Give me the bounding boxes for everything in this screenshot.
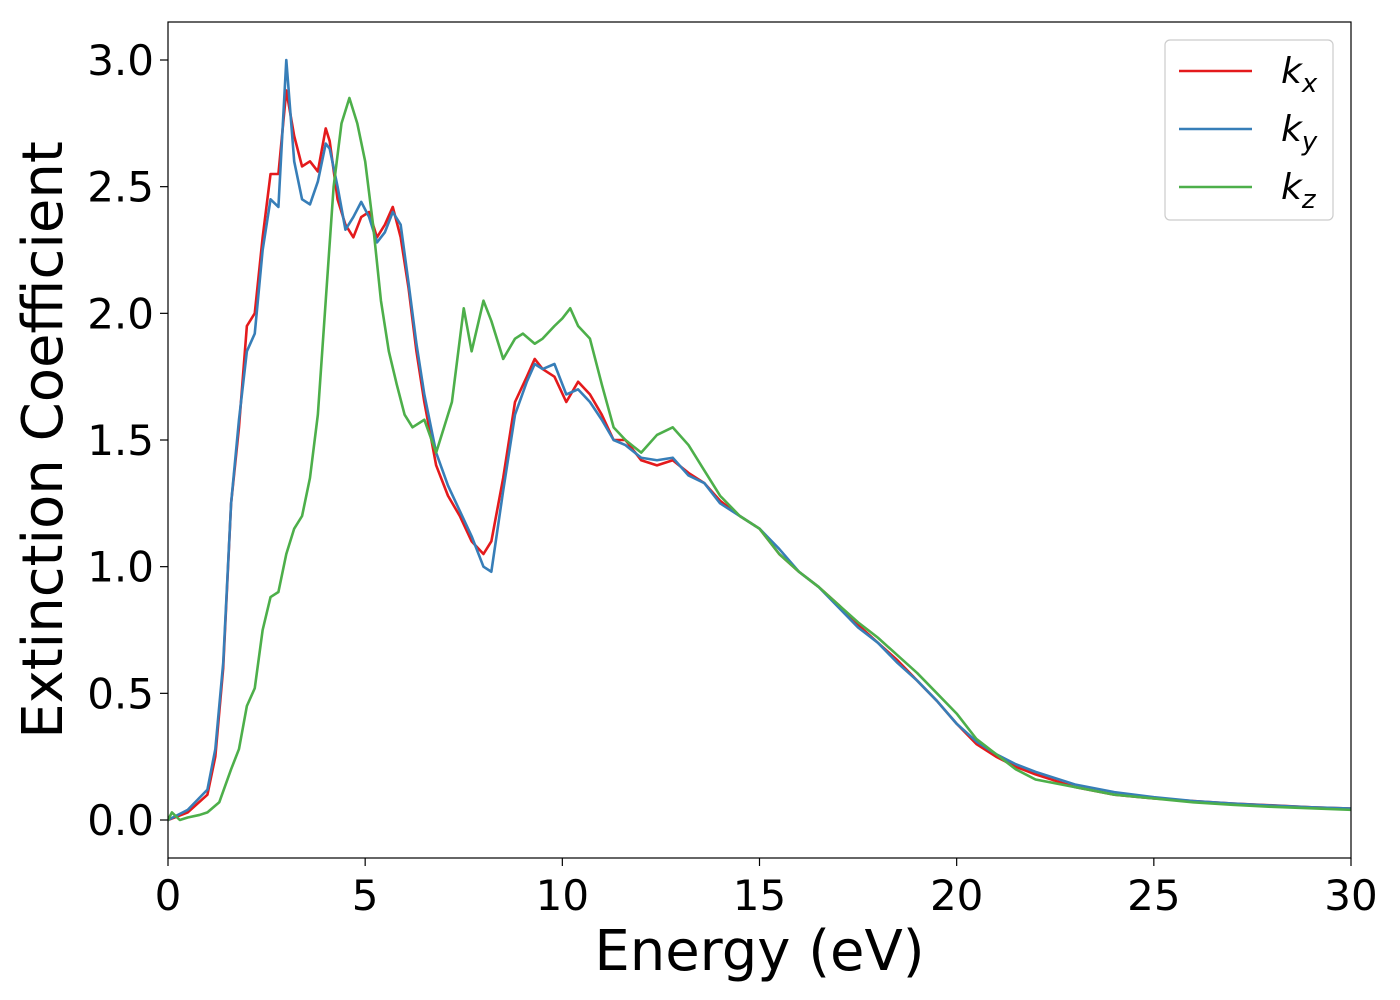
legend-label-subscript: x: [1301, 69, 1318, 99]
x-tick-label: 0: [155, 871, 182, 920]
legend-label-base: k: [1281, 167, 1304, 208]
x-tick-label: 5: [352, 871, 379, 920]
series-line-y: [168, 58, 1351, 822]
series-line-z: [168, 96, 1351, 822]
x-tick-label: 15: [733, 871, 786, 920]
y-tick-label: 2.0: [87, 289, 154, 338]
legend-label-base: k: [1281, 51, 1304, 92]
x-axis-title: Energy (eV): [594, 919, 924, 984]
y-axis-title: Extinction Coefficient: [11, 141, 76, 739]
x-axis: 0 5 10 15 20 25 30: [155, 858, 1378, 920]
legend-label-z: kz: [1281, 167, 1317, 215]
y-tick-label: 1.0: [87, 543, 154, 592]
y-tick-label: 2.5: [87, 163, 154, 212]
y-tick-label: 3.0: [87, 36, 154, 85]
legend-label-base: k: [1281, 109, 1304, 150]
x-tick-label: 30: [1324, 871, 1377, 920]
y-tick-label: 0.0: [87, 796, 154, 845]
x-tick-label: 25: [1127, 871, 1180, 920]
y-tick-label: 0.5: [87, 669, 154, 718]
series-layer: [168, 58, 1351, 822]
legend-label-x: kx: [1281, 51, 1318, 99]
x-tick-label: 20: [930, 871, 983, 920]
legend-label-y: ky: [1281, 109, 1318, 157]
legend-label-subscript: z: [1301, 185, 1317, 215]
y-axis: 0.0 0.5 1.0 1.5 2.0 2.5 3.0: [87, 36, 168, 845]
x-tick-label: 10: [536, 871, 589, 920]
legend-label-subscript: y: [1301, 127, 1318, 157]
y-tick-label: 1.5: [87, 416, 154, 465]
